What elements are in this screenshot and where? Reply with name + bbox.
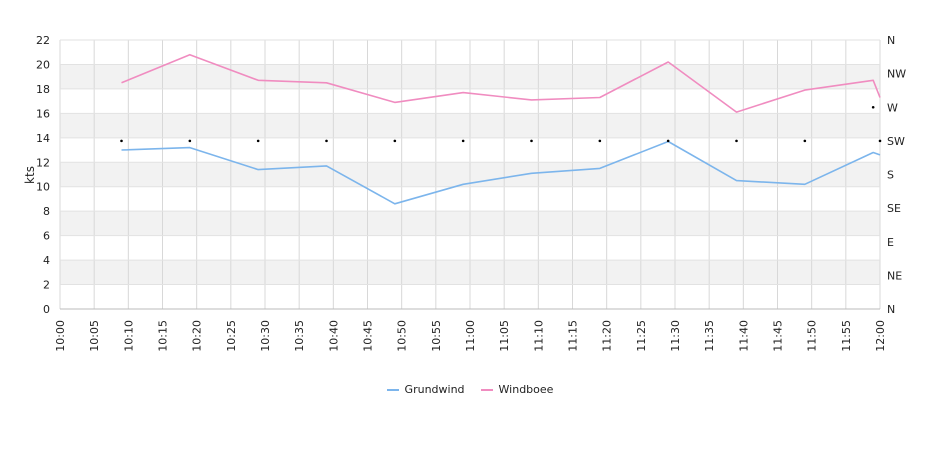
- y-tick-label: 14: [36, 132, 50, 145]
- direction-point: [871, 105, 875, 109]
- x-tick-label: 11:55: [840, 320, 853, 352]
- direction-tick-label: N: [887, 303, 895, 316]
- x-tick-label: 12:00: [874, 320, 887, 352]
- direction-tick-label: E: [887, 236, 894, 249]
- legend: Grundwind Windboee: [0, 383, 940, 396]
- direction-point: [256, 139, 260, 143]
- direction-point: [461, 139, 465, 143]
- x-tick-label: 11:35: [703, 320, 716, 352]
- legend-item-windboee[interactable]: Windboee: [480, 383, 554, 396]
- legend-swatch-grundwind: [386, 388, 399, 391]
- x-tick-label: 10:20: [191, 320, 204, 352]
- direction-tick-label: NW: [887, 68, 906, 81]
- direction-tick-label: W: [887, 101, 898, 114]
- y-tick-label: 16: [36, 107, 50, 120]
- y-tick-label: 12: [36, 156, 50, 169]
- x-tick-label: 10:00: [54, 320, 67, 352]
- x-tick-label: 11:50: [806, 320, 819, 352]
- y-tick-label: 4: [43, 254, 50, 267]
- direction-point: [598, 139, 602, 143]
- y-tick-label: 2: [43, 279, 50, 292]
- x-tick-label: 10:25: [225, 320, 238, 352]
- x-tick-label: 10:10: [122, 320, 135, 352]
- direction-point: [735, 139, 738, 143]
- direction-point: [325, 139, 328, 143]
- direction-tick-label: S: [887, 169, 894, 182]
- x-tick-label: 11:40: [737, 320, 750, 352]
- direction-tick-label: NE: [887, 269, 902, 282]
- legend-label-windboee: Windboee: [498, 383, 554, 396]
- y-tick-label: 0: [43, 303, 50, 316]
- x-tick-label: 11:45: [772, 320, 785, 352]
- x-tick-label: 10:35: [293, 320, 306, 352]
- direction-point: [188, 139, 192, 143]
- x-tick-label: 11:20: [601, 320, 614, 352]
- x-tick-label: 11:05: [498, 320, 511, 352]
- direction-point: [120, 139, 123, 143]
- y-tick-label: 18: [36, 83, 50, 96]
- direction-tick-label: SE: [887, 202, 901, 215]
- x-tick-label: 11:25: [635, 320, 648, 352]
- x-tick-label: 10:15: [157, 320, 170, 352]
- y-tick-label: 20: [36, 58, 50, 71]
- y-tick-label: 6: [43, 230, 50, 243]
- direction-point: [878, 139, 882, 143]
- x-tick-label: 11:10: [532, 320, 545, 352]
- y-tick-label: 22: [36, 34, 50, 47]
- legend-item-grundwind[interactable]: Grundwind: [386, 383, 465, 396]
- series-line-grundwind: [121, 140, 881, 205]
- x-tick-label: 10:45: [362, 320, 375, 352]
- direction-point: [530, 139, 533, 143]
- direction-point: [666, 139, 670, 143]
- y-tick-label: 10: [36, 181, 50, 194]
- direction-tick-label: SW: [887, 135, 905, 148]
- x-tick-label: 10:50: [396, 320, 409, 352]
- direction-point: [803, 139, 807, 143]
- x-tick-label: 10:40: [327, 320, 340, 352]
- legend-swatch-windboee: [480, 388, 493, 391]
- y-tick-label: 8: [43, 205, 50, 218]
- direction-tick-label: N: [887, 34, 895, 47]
- y-axis-label: kts: [23, 166, 37, 184]
- series-line-windboee: [121, 53, 881, 113]
- x-tick-label: 10:30: [259, 320, 272, 352]
- x-tick-label: 10:05: [88, 320, 101, 352]
- x-tick-label: 11:15: [567, 320, 580, 352]
- x-tick-label: 11:00: [464, 320, 477, 352]
- x-tick-label: 11:30: [669, 320, 682, 352]
- legend-label-grundwind: Grundwind: [404, 383, 465, 396]
- x-tick-label: 10:55: [430, 320, 443, 352]
- direction-point: [393, 139, 397, 143]
